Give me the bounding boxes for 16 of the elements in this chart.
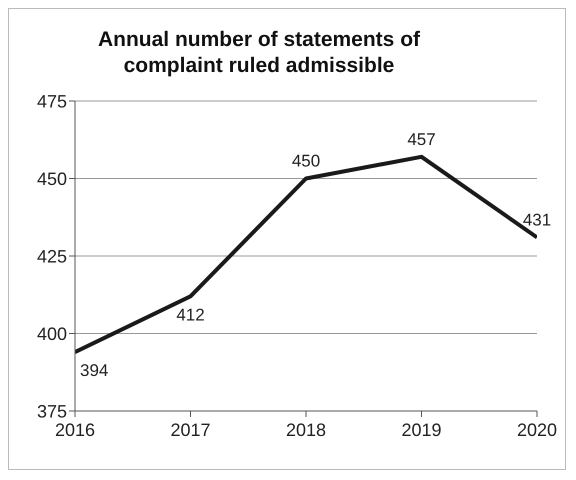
chart-title: Annual number of statements of complaint ruled admissible <box>96 27 422 79</box>
data-label: 431 <box>522 210 552 230</box>
x-tick-label: 2016 <box>54 420 96 440</box>
y-tick-label: 425 <box>36 246 67 266</box>
data-label: 394 <box>80 361 108 380</box>
data-label: 412 <box>176 305 205 324</box>
x-tick-label: 2019 <box>401 420 442 440</box>
y-tick-label: 475 <box>36 91 67 112</box>
y-tick-label: 375 <box>36 401 67 422</box>
x-tick-label: 2020 <box>516 420 558 440</box>
data-label: 450 <box>292 152 320 170</box>
y-tick-label: 400 <box>36 324 67 344</box>
x-tick-label: 2017 <box>170 420 211 440</box>
x-tick-label: 2018 <box>286 420 326 440</box>
data-label: 457 <box>407 130 436 149</box>
y-tick-label: 450 <box>36 168 67 189</box>
